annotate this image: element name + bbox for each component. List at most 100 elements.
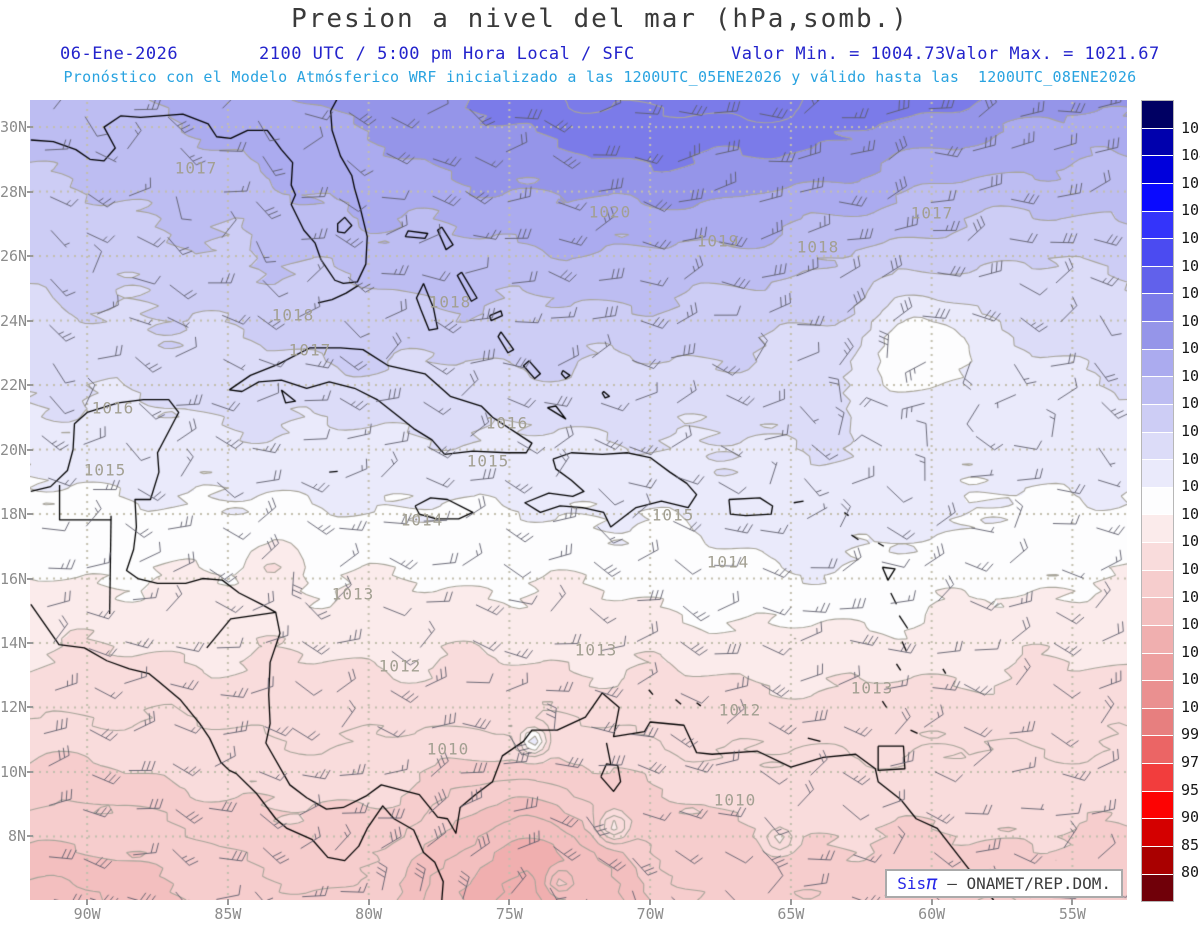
lon-axis-label: 90W <box>73 905 101 923</box>
colorbar-block <box>1142 652 1173 681</box>
colorbar-block <box>1142 459 1173 487</box>
lat-axis-label: 16N <box>0 569 28 588</box>
contour-label: 1017 <box>288 340 332 360</box>
lat-axis-label: 28N <box>0 182 28 201</box>
colorbar-label: 990 <box>1181 725 1200 744</box>
colorbar-block <box>1142 735 1173 763</box>
colorbar-label: 900 <box>1181 808 1200 827</box>
colorbar-label: 1000 <box>1181 697 1200 716</box>
lon-axis-label: 70W <box>636 905 664 923</box>
contour-label: 1017 <box>174 158 218 178</box>
colorbar-label: 1028 <box>1181 228 1200 247</box>
contour-label: 1015 <box>651 505 695 525</box>
page-title: Presion a nivel del mar (hPa,somb.) <box>291 4 909 34</box>
colorbar-block <box>1142 624 1173 653</box>
colorbar-label: 1006 <box>1181 615 1200 634</box>
colorbar-label: 1010 <box>1181 559 1200 578</box>
contour-label: 1014 <box>400 510 444 530</box>
contour-label: 1019 <box>696 231 740 251</box>
lat-axis-tick <box>27 190 33 193</box>
contour-label: 1012 <box>718 700 762 720</box>
lat-axis-label: 26N <box>0 247 28 266</box>
colorbar-block <box>1142 873 1173 902</box>
lon-axis-label: 60W <box>918 905 946 923</box>
lat-axis-tick <box>27 835 33 838</box>
lon-axis-label: 65W <box>777 905 805 923</box>
contour-label: 1016 <box>91 398 135 418</box>
lon-axis-label: 85W <box>214 905 242 923</box>
max-value-label: Valor Max. = 1021.67 <box>945 44 1160 64</box>
colorbar <box>1141 100 1174 902</box>
lat-axis-tick <box>27 319 33 322</box>
lon-axis-tick <box>508 899 511 905</box>
colorbar-label: 1019 <box>1181 339 1200 358</box>
contour-label: 1018 <box>796 237 840 257</box>
colorbar-block <box>1142 542 1173 570</box>
colorbar-block <box>1142 707 1173 736</box>
colorbar-label: 1002 <box>1181 670 1200 689</box>
colorbar-block <box>1142 403 1173 432</box>
colorbar-label: 970 <box>1181 753 1200 772</box>
lon-axis-tick <box>1071 899 1074 905</box>
lon-axis-tick <box>226 899 229 905</box>
lat-axis-tick <box>27 770 33 773</box>
colorbar-block <box>1142 680 1173 708</box>
colorbar-label: 1013 <box>1181 504 1200 523</box>
colorbar-block <box>1142 514 1173 542</box>
colorbar-label: 850 <box>1181 835 1200 854</box>
colorbar-label: 1030 <box>1181 201 1200 220</box>
contour-label: 1017 <box>910 203 954 223</box>
colorbar-block <box>1142 321 1173 349</box>
colorbar-block <box>1142 763 1173 791</box>
lon-axis-tick <box>930 899 933 905</box>
lon-axis-tick <box>86 899 89 905</box>
colorbar-label: 1018 <box>1181 366 1200 385</box>
branding-app: Sis <box>897 874 927 893</box>
contour-label: 1012 <box>378 656 422 676</box>
contour-label: 1010 <box>426 739 470 759</box>
colorbar-block <box>1142 431 1173 460</box>
colorbar-label: 1035 <box>1181 173 1200 192</box>
colorbar-label: 1014 <box>1181 477 1200 496</box>
colorbar-label: 1025 <box>1181 256 1200 275</box>
lat-axis-tick <box>27 706 33 709</box>
colorbar-label: 1012 <box>1181 532 1200 551</box>
colorbar-label: 1050 <box>1181 118 1200 137</box>
lon-axis-tick <box>789 899 792 905</box>
lat-axis-label: 14N <box>0 634 28 652</box>
colorbar-label: 1040 <box>1181 146 1200 165</box>
lat-axis-label: 8N <box>7 827 26 846</box>
colorbar-block <box>1142 127 1173 156</box>
branding-box: Sisπ – ONAMET/REP.DOM. <box>885 869 1123 898</box>
colorbar-block <box>1142 101 1173 128</box>
lat-axis-label: 18N <box>0 505 28 524</box>
colorbar-block <box>1142 293 1173 321</box>
contour-label: 1018 <box>428 292 472 312</box>
map-area: 1017 1020 1019 1018 1017 1018 1017 1018 1016 1015… <box>30 100 1127 900</box>
contour-label: 1015 <box>466 451 510 471</box>
colorbar-label: 1016 <box>1181 422 1200 441</box>
colorbar-label: 1015 <box>1181 449 1200 468</box>
contour-label: 1016 <box>485 413 529 433</box>
contour-label: 1020 <box>588 202 632 222</box>
colorbar-label: 1020 <box>1181 311 1200 330</box>
colorbar-block <box>1142 348 1173 377</box>
colorbar-block <box>1142 238 1173 266</box>
lon-axis-label: 80W <box>355 905 383 923</box>
colorbar-label: 1017 <box>1181 394 1200 413</box>
colorbar-label: 800 <box>1181 863 1200 882</box>
lat-axis-tick <box>27 255 33 258</box>
weather-map-canvas <box>30 100 1127 900</box>
contour-label: 1015 <box>83 460 127 480</box>
contour-label: 1018 <box>271 305 315 325</box>
lat-axis-tick <box>27 577 33 580</box>
lat-axis-tick <box>27 448 33 451</box>
valid-date: 06-Ene-2026 <box>60 44 179 64</box>
colorbar-label: 1022 <box>1181 284 1200 303</box>
lat-axis-label: 20N <box>0 440 28 459</box>
colorbar-block <box>1142 376 1173 404</box>
colorbar-block <box>1142 182 1173 211</box>
valid-time-line: 2100 UTC / 5:00 pm Hora Local / SFC <box>259 44 635 64</box>
forecast-info-line: Pronóstico con el Modelo Atmósferico WRF… <box>63 68 1137 86</box>
